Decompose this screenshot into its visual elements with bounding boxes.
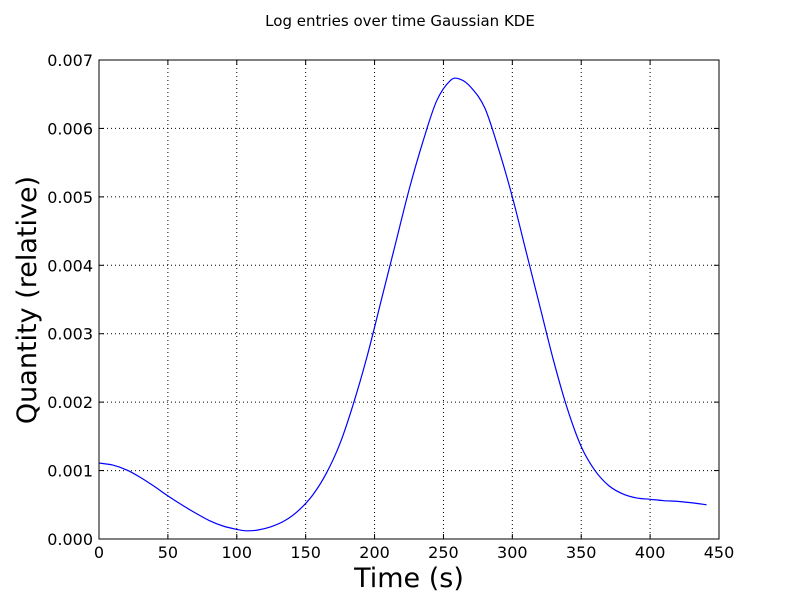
y-tick-label: 0.005 — [47, 188, 93, 207]
plot-frame — [98, 59, 720, 540]
y-tick-label: 0.002 — [47, 393, 93, 412]
x-tick-label: 300 — [497, 543, 528, 562]
x-tick-label: 0 — [94, 543, 104, 562]
series-layer — [98, 77, 707, 532]
x-tick-label: 100 — [222, 543, 253, 562]
x-tick-label: 250 — [428, 543, 459, 562]
x-tick-label: 400 — [635, 543, 666, 562]
x-tick-label: 450 — [704, 543, 735, 562]
y-tick-label: 0.004 — [47, 256, 93, 275]
y-axis-ticks: 0.000 0.001 0.002 0.003 0.004 0.005 0.006 0.007 — [47, 51, 719, 549]
y-tick-label: 0.007 — [47, 51, 93, 70]
y-tick-label: 0.001 — [47, 462, 93, 481]
kde-series-line-0 — [98, 77, 707, 532]
y-tick-label: 0.003 — [47, 325, 93, 344]
y-axis-label: Quantity (relative) — [12, 176, 43, 424]
x-tick-label: 150 — [290, 543, 321, 562]
x-tick-label: 200 — [359, 543, 390, 562]
x-tick-label: 350 — [566, 543, 597, 562]
y-tick-label: 0.000 — [47, 530, 93, 549]
x-tick-label: 50 — [158, 543, 178, 562]
x-axis-label: Time (s) — [353, 563, 464, 594]
x-axis-ticks: 0 50 100 150 200 250 300 350 400 450 — [94, 60, 734, 562]
y-tick-label: 0.006 — [47, 119, 93, 138]
chart-title: Log entries over time Gaussian KDE — [265, 12, 535, 30]
